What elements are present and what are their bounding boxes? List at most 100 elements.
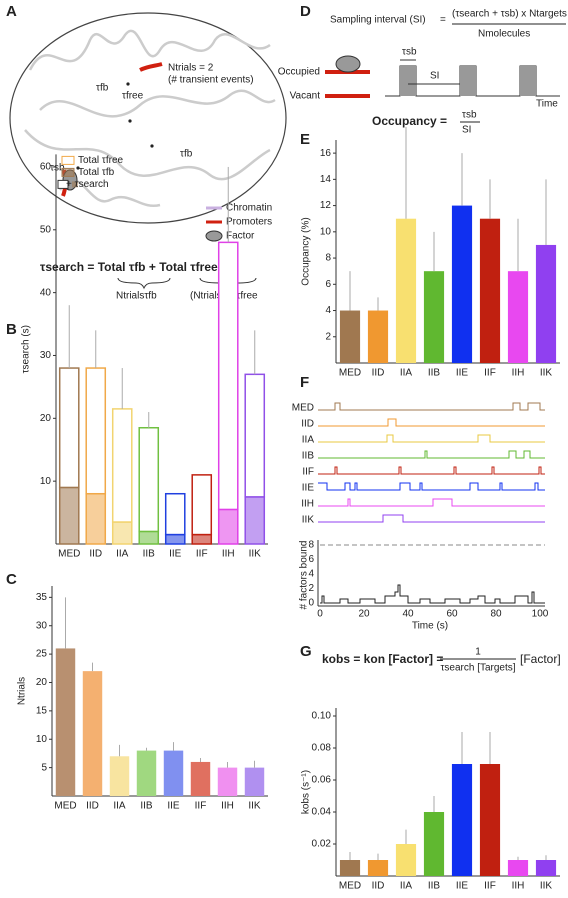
trace	[318, 482, 545, 491]
x-tick-label: IIA	[400, 881, 413, 892]
annotation: τfree	[122, 91, 144, 102]
x-tick-label: IIF	[196, 549, 208, 560]
x-tick-label: IID	[86, 801, 99, 812]
label: Occupied	[278, 67, 320, 78]
equation: [Factor]	[520, 652, 561, 666]
bar	[395, 844, 417, 876]
y-tick-label: 0.02	[312, 839, 332, 850]
nucleus	[9, 12, 287, 224]
trace	[318, 498, 545, 507]
trace	[318, 514, 545, 523]
x-tick-label: MED	[339, 368, 361, 379]
x-tick-label: IID	[89, 549, 102, 560]
label: SI	[430, 71, 439, 82]
bar	[217, 767, 238, 796]
y-tick-label: 40	[40, 287, 52, 298]
bar	[479, 218, 501, 363]
trace	[318, 434, 545, 443]
y-tick-label: 35	[36, 592, 48, 603]
annotation: τfb	[180, 149, 193, 160]
sampling-diagram: Sampling interval (SI) = (τsearch + τsb)…	[278, 9, 567, 136]
y-tick-label: 14	[320, 174, 332, 185]
bar-segment	[58, 367, 80, 489]
y-tick-label: 5	[41, 762, 47, 773]
bar-segment	[111, 408, 133, 523]
x-tick-label: IIA	[116, 549, 129, 560]
x-tick-label: IIF	[195, 801, 207, 812]
row-label: IIH	[301, 499, 314, 510]
chromatin	[28, 29, 271, 71]
count-trace	[320, 584, 545, 604]
x-tick-label: IIB	[143, 549, 156, 560]
annotation: Ntrials = 2	[168, 63, 214, 74]
legend-label: Total τfree	[78, 155, 124, 166]
y-tick-label: 4	[325, 305, 331, 316]
y-tick-label: 16	[320, 148, 332, 159]
row-label: IID	[301, 419, 314, 430]
bar-segment	[164, 533, 186, 545]
x-tick-label: 100	[532, 609, 549, 620]
equation: τsearch [Targets]	[440, 663, 515, 674]
bar	[451, 764, 473, 876]
axis-label: Time (s)	[412, 621, 448, 632]
bar-segment	[85, 492, 107, 545]
equation: Sampling interval (SI)	[330, 15, 426, 26]
bar	[423, 271, 445, 363]
bar-segment	[164, 492, 186, 536]
x-tick-label: IIB	[428, 881, 441, 892]
legend-label: Promoters	[226, 217, 272, 228]
y-tick-label: 8	[325, 253, 331, 264]
bar	[82, 671, 103, 796]
y-tick-label: 6	[325, 279, 331, 290]
legend-swatch	[57, 179, 69, 189]
label: τsb	[402, 47, 417, 58]
y-tick-label: 8	[308, 540, 314, 551]
legend-label: + τsearch	[66, 179, 109, 190]
x-tick-label: IIF	[484, 368, 496, 379]
y-tick-label: 0	[308, 598, 314, 609]
equation: =	[440, 15, 446, 26]
x-tick-label: 0	[317, 609, 323, 620]
x-tick-label: MED	[54, 801, 76, 812]
axis-label: Occupancy (%)	[301, 217, 312, 285]
bar	[339, 860, 361, 876]
legend-swatch	[205, 230, 223, 242]
trace	[318, 450, 545, 459]
factor-dot	[76, 166, 80, 170]
bar	[451, 205, 473, 363]
y-tick-label: 0.04	[312, 807, 332, 818]
bound-box	[460, 66, 476, 96]
equation: Nmolecules	[478, 29, 530, 40]
legend-swatch	[61, 167, 75, 177]
equation: (τsearch + τsb) x Ntargets	[452, 9, 567, 20]
panel-label: A	[6, 3, 17, 20]
x-tick-label: IIE	[456, 881, 469, 892]
equation: 1	[475, 647, 481, 658]
bar-segment	[244, 373, 266, 498]
x-tick-label: 80	[490, 609, 502, 620]
factor-dot	[150, 144, 154, 148]
factor	[335, 55, 361, 73]
legend-label: Total τfb	[78, 167, 115, 178]
axis-label: Ntrials	[17, 677, 28, 705]
x-tick-label: IIH	[222, 549, 235, 560]
equation-term: Ntrialsτfb	[116, 291, 157, 302]
bound-box	[520, 66, 536, 96]
bar	[244, 767, 265, 796]
x-tick-label: IIK	[540, 881, 553, 892]
legend-label: Chromatin	[226, 203, 272, 214]
x-tick-label: 40	[402, 609, 414, 620]
x-tick-label: IIA	[113, 801, 126, 812]
y-tick-label: 0.06	[312, 775, 332, 786]
x-tick-label: MED	[58, 549, 80, 560]
panel-label: E	[300, 131, 310, 148]
row-label: IIF	[302, 467, 314, 478]
x-tick-label: IIB	[428, 368, 441, 379]
y-tick-label: 30	[40, 350, 52, 361]
bar	[55, 648, 76, 796]
x-tick-label: IIH	[512, 368, 525, 379]
nucleus-diagram: Ntrials = 2 (# transient events) τfb τfr…	[9, 12, 287, 302]
bound-box	[400, 66, 416, 96]
bar	[367, 860, 389, 876]
